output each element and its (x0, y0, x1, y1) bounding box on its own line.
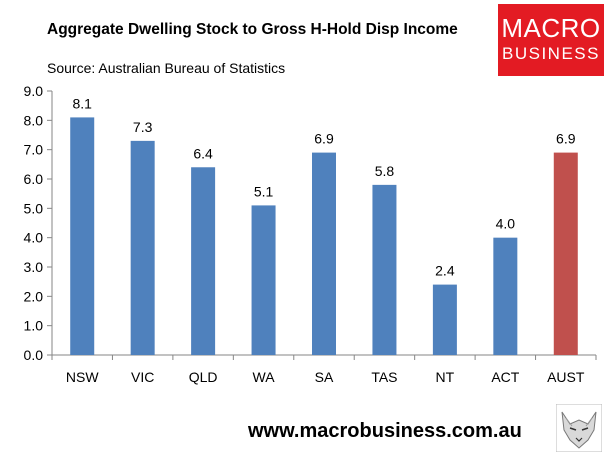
logo-line-1: MACRO (501, 13, 601, 43)
data-label: 8.1 (72, 95, 92, 111)
x-tick-label: QLD (189, 369, 218, 385)
bar (553, 152, 578, 355)
website-url[interactable]: www.macrobusiness.com.au (248, 420, 522, 442)
y-tick-label: 4.0 (24, 230, 44, 246)
bar (70, 117, 95, 356)
data-label: 5.1 (254, 183, 274, 199)
x-tick-label: SA (315, 369, 334, 385)
y-tick-label: 9.0 (24, 83, 44, 99)
data-label: 2.4 (435, 263, 455, 279)
bar (130, 140, 155, 355)
x-tick-label: TAS (371, 369, 397, 385)
x-tick-label: NT (436, 369, 455, 385)
wolf-icon (556, 404, 602, 452)
x-tick-label: AUST (547, 369, 585, 385)
logo-line-2: BUSINESS (502, 44, 600, 63)
x-tick-label: ACT (491, 369, 519, 385)
x-tick-label: VIC (131, 369, 154, 385)
bar (191, 167, 216, 355)
bar (251, 205, 276, 355)
data-label: 6.4 (193, 145, 213, 161)
data-label: 5.8 (375, 163, 395, 179)
y-tick-label: 7.0 (24, 142, 44, 158)
bar (312, 152, 336, 355)
data-label: 6.9 (314, 131, 334, 147)
macrobusiness-logo: MACRO BUSINESS (498, 4, 604, 76)
y-tick-label: 3.0 (24, 259, 44, 275)
bar (432, 284, 457, 355)
y-tick-label: 5.0 (24, 200, 44, 216)
bar (493, 237, 518, 355)
chart-source: Source: Australian Bureau of Statistics (47, 60, 286, 76)
data-label: 6.9 (556, 131, 576, 147)
data-label: 4.0 (496, 216, 516, 232)
chart-title: Aggregate Dwelling Stock to Gross H-Hold… (47, 21, 458, 38)
bar (372, 184, 397, 355)
y-tick-label: 0.0 (24, 347, 44, 363)
y-tick-label: 8.0 (24, 112, 44, 128)
y-tick-label: 2.0 (24, 288, 44, 304)
x-tick-label: NSW (66, 369, 99, 385)
y-tick-label: 1.0 (24, 318, 44, 334)
y-tick-label: 6.0 (24, 171, 44, 187)
x-tick-label: WA (253, 369, 276, 385)
data-label: 7.3 (133, 119, 153, 135)
